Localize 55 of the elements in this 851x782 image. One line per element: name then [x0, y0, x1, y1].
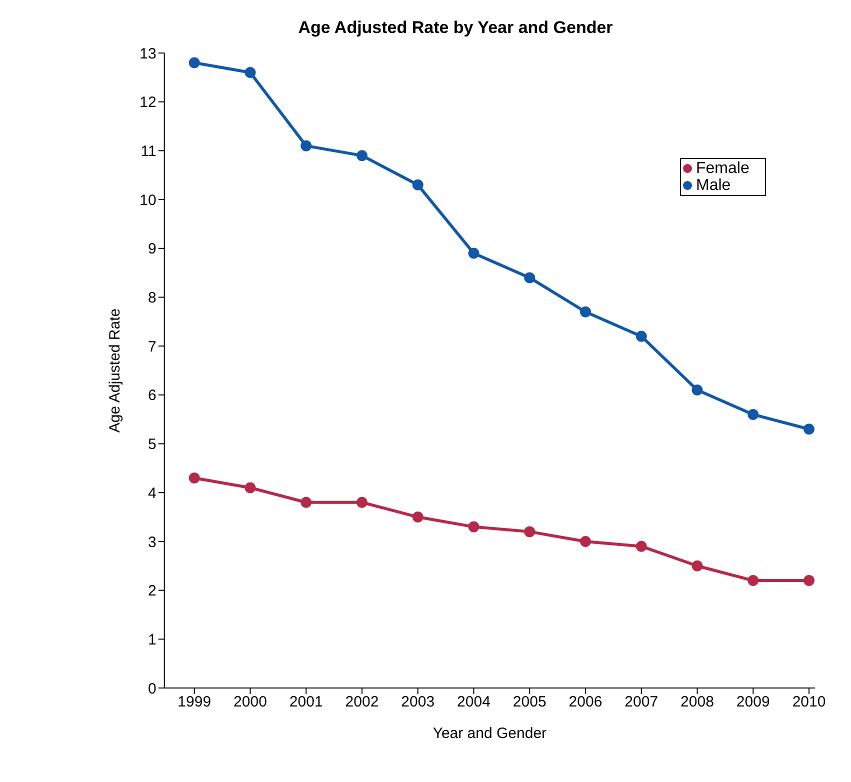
- point: [692, 384, 703, 396]
- y-tick-label: 2: [148, 582, 156, 600]
- x-tick-label: 2005: [512, 694, 546, 711]
- legend-label: Female: [696, 160, 750, 177]
- point: [580, 306, 591, 318]
- x-tick-label: 2003: [401, 694, 435, 711]
- point: [524, 526, 536, 538]
- x-tick-label: 2008: [680, 694, 714, 711]
- x-tick-label: 2009: [736, 694, 770, 711]
- x-tick-label: 2002: [345, 694, 379, 711]
- legend-label: Male: [696, 177, 731, 194]
- y-tick-label: 10: [140, 192, 156, 209]
- point: [692, 560, 703, 572]
- y-tick-label: 9: [148, 240, 156, 258]
- y-tick-label: 13: [140, 45, 156, 62]
- point: [468, 521, 480, 532]
- point: [804, 424, 814, 435]
- point: [244, 67, 256, 78]
- x-tick-label: 1999: [178, 694, 212, 711]
- point: [636, 540, 647, 552]
- point: [748, 575, 759, 586]
- chart-title: Age Adjusted Rate by Year and Gender: [297, 18, 614, 38]
- point: [580, 536, 591, 547]
- y-tick-label: 1: [148, 631, 156, 648]
- point: [412, 512, 424, 523]
- y-tick-label: 0: [148, 680, 156, 698]
- y-tick-label: 3: [148, 534, 156, 551]
- y-tick-label: 7: [148, 338, 156, 356]
- x-axis-title: Year and Gender: [432, 725, 547, 742]
- point: [244, 482, 256, 494]
- point: [300, 140, 312, 152]
- point: [356, 150, 368, 162]
- point: [300, 496, 312, 508]
- y-tick-label: 5: [148, 436, 156, 454]
- point: [468, 248, 480, 259]
- x-tick-label: 2006: [568, 694, 602, 711]
- point: [748, 408, 759, 420]
- x-tick-label: 2004: [457, 694, 490, 711]
- y-tick-label: 12: [140, 94, 156, 112]
- x-tick-label: 2000: [234, 694, 267, 711]
- point: [636, 330, 647, 342]
- y-tick-label: 11: [140, 143, 156, 160]
- x-tick-label: 2010: [792, 694, 826, 711]
- point: [356, 496, 368, 508]
- point: [804, 575, 814, 586]
- point: [188, 57, 200, 68]
- point: [188, 472, 200, 484]
- y-axis-title: Age Adjusted Rate: [106, 308, 124, 433]
- x-tick-label: 2007: [624, 694, 658, 711]
- y-tick-label: 6: [148, 387, 156, 404]
- point: [412, 179, 424, 190]
- point: [524, 272, 536, 284]
- y-tick-label: 8: [148, 290, 156, 307]
- x-tick-label: 2001: [289, 694, 323, 711]
- y-tick-label: 4: [148, 484, 156, 502]
